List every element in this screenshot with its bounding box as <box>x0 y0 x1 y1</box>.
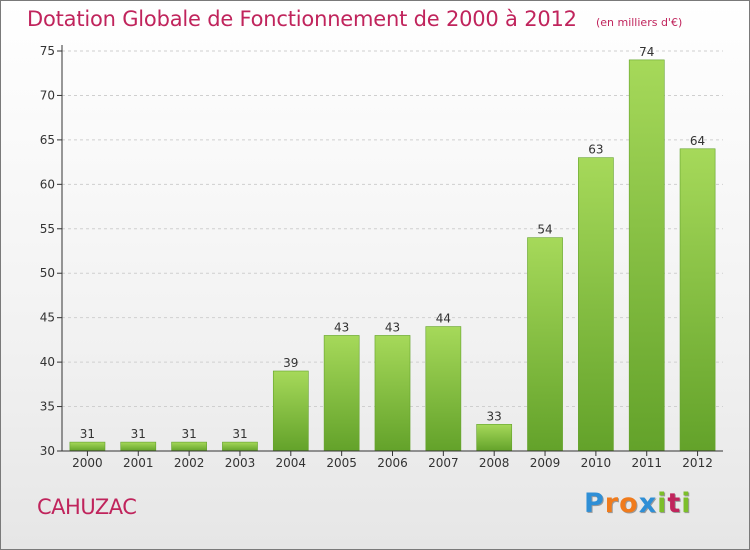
x-tick-labels: 2000 2001 2002 2003 2004 2005 2006 2007 2008 2009… <box>72 456 713 470</box>
data-label: 64 <box>690 134 705 148</box>
x-tick-label: 2012 <box>682 456 713 470</box>
data-label: 44 <box>436 312 451 326</box>
x-tick-label: 2001 <box>123 456 154 470</box>
logo-letter: r <box>604 488 620 519</box>
bar-2006 <box>374 335 411 452</box>
bars-group <box>69 59 716 452</box>
bar-2009 <box>527 237 563 452</box>
logo-letter: i <box>657 488 668 519</box>
bar-2001 <box>120 441 157 452</box>
y-tick-label: 45 <box>40 311 55 325</box>
bar-2003 <box>222 441 258 452</box>
bar-2005 <box>323 335 360 452</box>
bar-2010 <box>578 157 614 452</box>
logo-letter: i <box>681 488 692 519</box>
y-tick-label: 75 <box>40 44 55 58</box>
bar-2002 <box>171 441 207 452</box>
chart-subtitle: (en milliers d'€) <box>595 16 683 29</box>
bar-2012 <box>679 148 716 452</box>
x-tick-label: 2008 <box>479 456 510 470</box>
data-label: 63 <box>588 143 603 157</box>
y-tick-label: 60 <box>40 177 55 191</box>
logo-letter: t <box>667 488 682 519</box>
y-tick-label: 70 <box>40 88 55 102</box>
x-tick-label: 2011 <box>631 456 662 470</box>
data-label: 74 <box>639 45 654 59</box>
x-tick-label: 2006 <box>377 456 408 470</box>
proxiti-logo: Proxiti <box>584 488 692 519</box>
data-label: 54 <box>537 223 552 237</box>
bar-2007 <box>425 326 462 452</box>
axes-group <box>61 45 723 456</box>
y-tick-labels: 30 35 40 45 50 55 60 65 70 75 <box>40 44 55 458</box>
x-tick-label: 2007 <box>428 456 459 470</box>
data-label: 43 <box>385 320 400 334</box>
bar-2008 <box>476 424 513 452</box>
x-tick-label: 2005 <box>326 456 357 470</box>
y-tick-label: 50 <box>40 266 55 280</box>
bar-2004 <box>272 370 309 452</box>
data-label: 33 <box>487 409 502 423</box>
x-tick-label: 2003 <box>225 456 256 470</box>
logo-letter: x <box>638 488 658 519</box>
place-name: CAHUZAC <box>37 495 137 519</box>
y-tick-label: 35 <box>40 400 55 414</box>
x-tick-label: 2009 <box>530 456 561 470</box>
chart-title-block: Dotation Globale de Fonctionnement de 20… <box>27 7 682 31</box>
y-tick-label: 30 <box>40 444 55 458</box>
data-label: 31 <box>232 427 247 441</box>
x-tick-label: 2004 <box>276 456 307 470</box>
y-tick-label: 65 <box>40 133 55 147</box>
x-tick-label: 2000 <box>72 456 103 470</box>
logo-letter: P <box>584 488 605 519</box>
data-label: 31 <box>80 427 95 441</box>
bar-2000 <box>69 441 106 452</box>
data-label: 31 <box>131 427 146 441</box>
chart-title: Dotation Globale de Fonctionnement de 20… <box>27 7 577 31</box>
data-labels: 31 31 31 31 39 43 43 44 33 54 63 74 64 <box>80 45 705 441</box>
bar-2011 <box>628 59 665 452</box>
x-tick-label: 2002 <box>174 456 205 470</box>
y-tick-label: 40 <box>40 355 55 369</box>
x-tick-label: 2010 <box>581 456 612 470</box>
data-label: 31 <box>181 427 196 441</box>
logo-letter: o <box>619 488 639 519</box>
data-label: 39 <box>283 356 298 370</box>
data-label: 43 <box>334 320 349 334</box>
y-tick-label: 55 <box>40 222 55 236</box>
